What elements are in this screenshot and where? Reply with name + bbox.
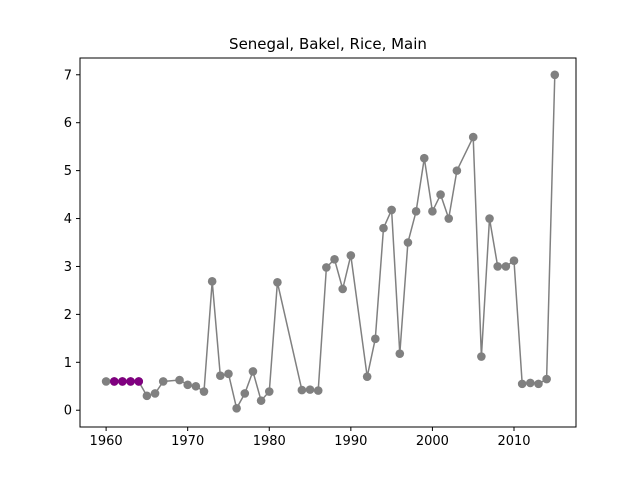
y-tick-label: 5	[64, 164, 72, 179]
data-point	[436, 190, 445, 199]
data-point	[517, 379, 527, 389]
x-tick-label: 1990	[334, 434, 367, 449]
x-tick-label: 1980	[253, 434, 286, 449]
data-point	[191, 381, 201, 391]
data-point	[224, 369, 233, 379]
data-point	[379, 223, 388, 233]
chart-title: Senegal, Bakel, Rice, Main	[229, 35, 427, 53]
data-point	[273, 277, 282, 287]
data-point	[142, 391, 152, 401]
data-point	[542, 374, 551, 384]
data-point	[207, 277, 217, 286]
y-tick-label: 6	[64, 116, 72, 131]
data-point	[322, 263, 331, 272]
data-point	[346, 251, 356, 260]
y-tick-label: 7	[64, 68, 72, 83]
data-point	[371, 334, 380, 344]
data-point	[216, 371, 225, 381]
data-point	[428, 207, 437, 216]
data-point	[158, 377, 168, 386]
data-point	[150, 389, 160, 398]
data-point	[101, 377, 111, 386]
data-point	[468, 132, 478, 142]
highlighted-point	[134, 377, 144, 386]
data-point	[175, 375, 184, 385]
y-tick-label: 1	[64, 356, 72, 371]
axes: 1960 1970 1980 1990 2000 2010 0 1 2 3 4 5 6 7	[64, 68, 531, 449]
data-point	[526, 378, 535, 388]
data-point	[403, 238, 413, 247]
x-tick-label: 1970	[171, 434, 204, 449]
highlighted-point	[126, 377, 135, 386]
data-point	[330, 254, 339, 264]
data-point	[411, 207, 421, 216]
data-point	[485, 214, 494, 223]
data-point	[338, 284, 347, 294]
data-point	[297, 385, 307, 395]
highlighted-point	[118, 377, 127, 386]
data-point	[362, 372, 372, 381]
data-point	[395, 349, 405, 358]
x-tick-label: 2000	[416, 434, 449, 449]
data-point	[493, 262, 502, 271]
data-point	[264, 387, 274, 396]
data-point	[232, 404, 241, 413]
data-point	[509, 256, 519, 266]
data-point	[534, 379, 543, 389]
data-point	[452, 166, 462, 175]
data-point	[550, 70, 560, 80]
data-point	[477, 352, 486, 361]
data-point	[248, 367, 258, 376]
data-point	[501, 262, 511, 271]
data-point	[305, 385, 315, 394]
data-point	[183, 380, 192, 390]
x-tick-label: 2010	[497, 434, 530, 449]
data-point	[256, 396, 266, 405]
y-tick-label: 3	[64, 260, 72, 275]
series-line	[106, 74, 556, 411]
data-point	[199, 387, 209, 396]
data-point	[387, 205, 396, 215]
y-tick-label: 0	[64, 404, 72, 419]
x-tick-label: 1960	[90, 434, 123, 449]
data-point	[313, 386, 323, 395]
y-tick-label: 4	[64, 212, 72, 227]
data-point	[444, 214, 454, 223]
highlighted-point	[109, 377, 119, 386]
y-tick-label: 2	[64, 308, 72, 323]
data-point	[240, 389, 250, 398]
data-point	[419, 153, 429, 163]
plot-area	[101, 70, 560, 413]
plot-frame	[79, 57, 577, 428]
